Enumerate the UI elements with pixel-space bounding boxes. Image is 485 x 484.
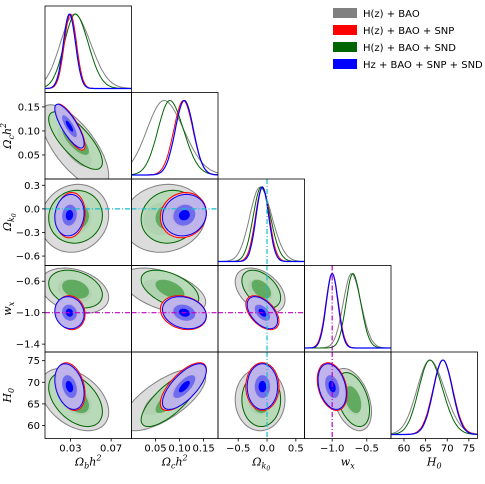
marginal-wx-h-z-bao [304,273,391,349]
panel-ok-ok [218,179,305,266]
panel-oc-wx [131,267,218,331]
legend-label-hz-bao-snp-snd: Hz + BAO + SNP + SND [363,60,483,71]
legend-label-h-z-bao-snd: H(z) + BAO + SND [363,43,456,54]
legend-label-h-z-bao: H(z) + BAO [363,9,420,20]
x-tick-label-h0: 75 [462,444,475,455]
legend-swatch-h-z-bao-snp [333,25,357,35]
marginal-ok-h-z-bao-snp [218,186,305,262]
y-tick-label-oc: 0.10 [18,126,40,137]
x-tick-label-ok: 0.0 [259,444,275,455]
marginal-oc-h-z-bao-snd [131,100,218,176]
panel-ok-h0 [234,352,286,439]
x-tick-label-oc: 0.05 [144,444,166,455]
marginal-wx-h-z-bao-snd [304,272,391,349]
panel-ok-wx [218,265,305,352]
contour-core-hz-bao-snp-snd [258,380,267,393]
y-tick-label-h0: 75 [27,356,40,367]
x-tick-label-wx: −1.0 [320,444,344,455]
legend-swatch-hz-bao-snp-snd [333,59,357,69]
marginal-ok-h-z-bao-snd [218,186,305,262]
contour-core-hz-bao-snp-snd [65,380,74,393]
x-tick-label-h0: 70 [441,444,454,455]
contour-1sigma-h-z-bao-snd [62,279,89,299]
y-tick-label-oc: 0.15 [18,102,40,113]
panel-frame-ok-ok [217,178,305,266]
legend-swatch-h-z-bao-snd [333,42,357,52]
panel-oc-h0 [131,362,208,432]
legend: H(z) + BAO H(z) + BAO + SNP H(z) + BAO + S… [333,8,483,71]
x-tick-label-wx: −0.5 [355,444,379,455]
x-tick-label-ok: 0.5 [288,444,304,455]
x-tick-label-ok: −0.5 [226,444,250,455]
x-tick-label-h0: 60 [398,444,411,455]
y-tick-label-ok: 0.0 [24,204,40,215]
panel-h0-h0 [391,359,478,436]
contour-1sigma-h-z-bao-snd [155,279,185,299]
y-tick-label-h0: 60 [27,421,40,432]
x-tick-label-h0: 65 [419,444,432,455]
y-axis-label-h0: H0 [1,388,16,404]
marginal-oc-h-z-bao [131,99,218,174]
x-axis-label-ob: Ωbh2 [74,454,101,471]
x-axis-label-h0: H0 [426,456,442,471]
marginal-ok-h-z-bao [218,186,305,262]
marginal-h0-h-z-bao-snp [391,359,478,435]
legend-swatch-h-z-bao [333,8,357,18]
y-tick-label-oc: 0.05 [18,150,40,161]
y-axis-label-ok: Ωk0 [1,213,18,232]
y-tick-label-h0: 65 [27,399,40,410]
contour-core-hz-bao-snp-snd [65,120,74,132]
marginal-h0-hz-bao-snp-snd [391,359,478,436]
panel-oc-oc [131,99,218,176]
panel-ob-ob [45,13,132,90]
marginal-h0-h-z-bao-snd [391,359,478,435]
marginal-oc-hz-bao-snp-snd [131,99,218,176]
marginal-ob-hz-bao-snp-snd [45,13,132,90]
contour-core-hz-bao-snp-snd [178,210,190,221]
panel-ob-h0 [45,362,110,432]
panels-layer: 0.050.100.15Ωch2−0.6−0.30.00.3Ωk0−1.4−1.… [0,5,478,473]
y-axis-label-oc: Ωch2 [0,123,16,150]
y-tick-label-ok: −0.6 [16,252,40,263]
contour-core-hz-bao-snp-snd [65,210,74,221]
x-tick-label-oc: 0.10 [168,444,190,455]
panel-wx-wx [304,265,391,352]
contour-1sigma-h-z-bao-snd [251,279,271,299]
y-tick-label-h0: 70 [27,378,40,389]
x-axis-label-oc: Ωch2 [161,454,188,471]
x-axis-label-ok: Ωk0 [251,456,270,473]
panel-oc-ok [131,183,218,253]
contour-core-hz-bao-snp-snd [178,380,190,393]
panel-ob-wx [45,267,132,331]
y-tick-label-ok: 0.3 [24,181,40,192]
x-tick-label-oc: 0.15 [192,444,214,455]
legend-label-h-z-bao-snp: H(z) + BAO + SNP [363,26,454,37]
panel-frame-h0-h0 [390,351,478,439]
y-tick-label-ok: −0.3 [16,228,40,239]
x-tick-label-ob: 0.03 [59,444,81,455]
x-tick-label-ob: 0.07 [100,444,122,455]
contour-1sigma-h-z-bao-snd [344,386,362,414]
y-tick-label-wx: −0.6 [16,277,40,288]
panel-frame-wx-wx [304,265,392,353]
marginal-ob-h-z-bao [45,13,132,89]
panel-wx-h0 [316,352,372,439]
marginal-wx-hz-bao-snp-snd [304,272,391,349]
y-axis-label-wx: wx [1,301,16,315]
marginal-ok-hz-bao-snp-snd [218,186,305,263]
y-tick-label-wx: −1.4 [16,340,40,351]
x-axis-label-wx: wx [341,456,355,471]
panel-ob-ok [45,183,132,253]
panel-ob-oc [45,103,110,179]
marginal-wx-h-z-bao-snp [304,273,391,349]
y-tick-label-wx: −1.0 [16,308,40,319]
marginal-h0-h-z-bao [391,359,478,435]
